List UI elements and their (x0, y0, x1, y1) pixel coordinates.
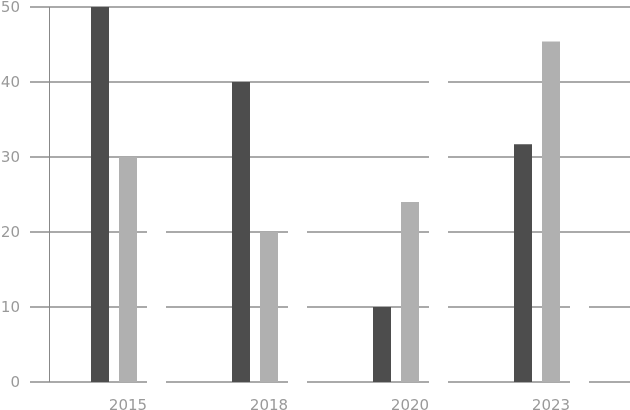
bar-2018-series-2 (260, 232, 278, 382)
bar-2023-series-1 (514, 144, 532, 382)
y-tick-label: 40 (1, 73, 20, 91)
x-tick-label: 2023 (532, 396, 570, 410)
y-tick-label: 10 (1, 298, 20, 316)
x-tick-label: 2015 (109, 396, 147, 410)
grid-gap (288, 165, 307, 384)
y-tick-label: 50 (1, 0, 20, 16)
grid-gap (147, 165, 166, 384)
bar-2018-series-1 (232, 82, 250, 382)
x-tick-label: 2018 (250, 396, 288, 410)
bar-2015-series-2 (119, 157, 137, 382)
y-tick-label: 30 (1, 148, 20, 166)
bar-2020-series-1 (373, 307, 391, 382)
bar-2023-series-2 (542, 41, 560, 382)
grid-gap (570, 240, 589, 384)
y-tick-label: 0 (10, 373, 20, 391)
bar-2020-series-2 (401, 202, 419, 382)
grid-gap (429, 80, 448, 384)
x-tick-label: 2020 (391, 396, 429, 410)
bar-2015-series-1 (91, 7, 109, 382)
y-tick-label: 20 (1, 223, 20, 241)
